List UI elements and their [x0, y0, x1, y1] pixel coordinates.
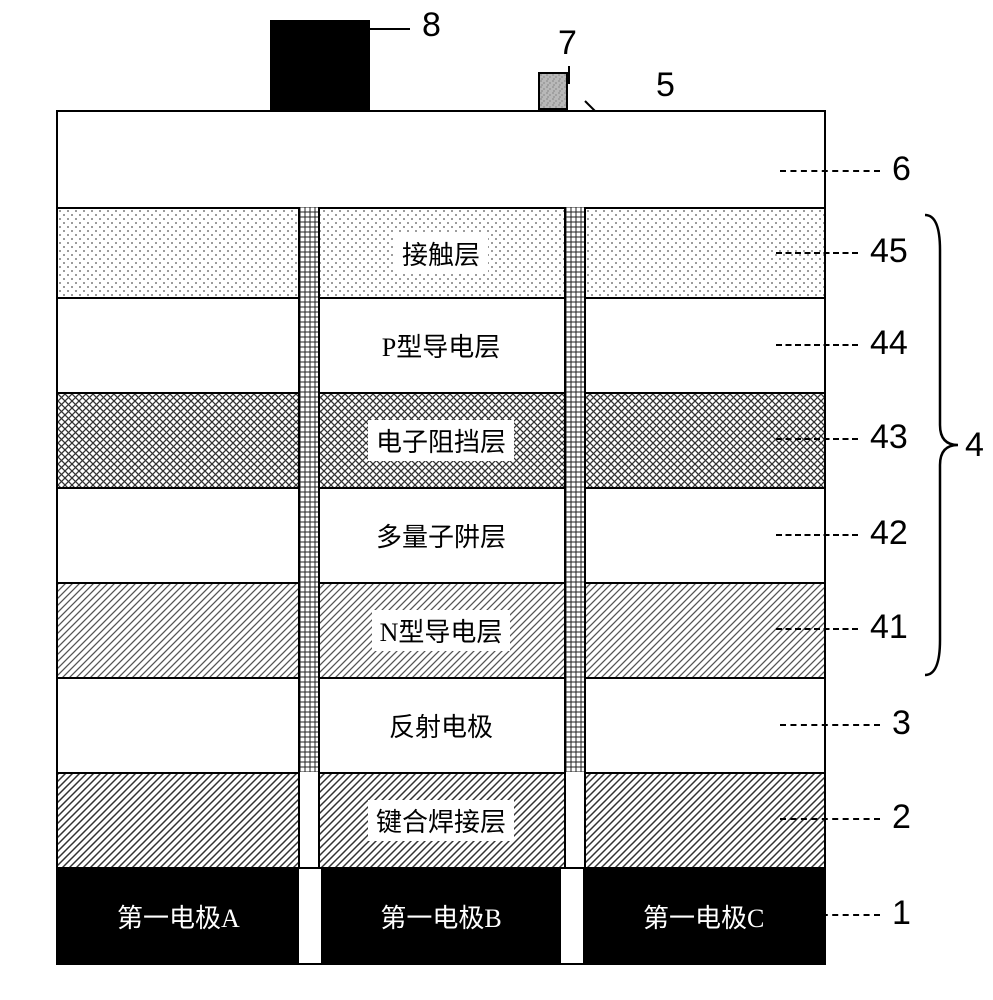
label-42: 多量子阱层: [376, 517, 506, 554]
electrode-b: 第一电极B: [321, 869, 562, 963]
layer-6: [58, 112, 824, 207]
label-2: 键合焊接层: [368, 800, 514, 841]
layer-2: 键合焊接层: [58, 772, 824, 867]
num-44: 44: [870, 324, 908, 363]
layer-43: 电子阻挡层: [58, 392, 824, 487]
leader-7: [568, 66, 570, 84]
layer-3: 反射电极: [58, 677, 824, 772]
num-8: 8: [422, 6, 441, 45]
label-3: 反射电极: [389, 707, 493, 744]
num-3: 3: [892, 704, 911, 743]
leader-44: [776, 344, 858, 346]
num-1: 1: [892, 894, 911, 933]
layer-42: 多量子阱层: [58, 487, 824, 582]
block-7: [538, 72, 568, 110]
brace-4: [920, 210, 960, 680]
num-6: 6: [892, 150, 911, 189]
leader-2: [780, 818, 880, 820]
num-45: 45: [870, 232, 908, 271]
leader-3: [780, 724, 880, 726]
electrode-a: 第一电极A: [58, 869, 299, 963]
num-7: 7: [558, 24, 577, 63]
leader-41: [776, 628, 858, 630]
leader-1: [780, 914, 880, 916]
label-43: 电子阻挡层: [368, 420, 514, 461]
leader-43: [776, 438, 858, 440]
label-41: N型导电层: [372, 610, 511, 651]
label-44: P型导电层: [382, 327, 500, 364]
leader-45: [776, 252, 858, 254]
electrode-gap-1: [299, 869, 321, 963]
num-4: 4: [965, 426, 984, 465]
num-5: 5: [656, 66, 675, 105]
label-45: 接触层: [394, 233, 488, 274]
num-2: 2: [892, 798, 911, 837]
electrode-row: 第一电极A 第一电极B 第一电极C: [58, 869, 824, 963]
num-41: 41: [870, 608, 908, 647]
layer-45: 接触层: [58, 207, 824, 297]
num-43: 43: [870, 418, 908, 457]
layer-1-electrodes: 第一电极A 第一电极B 第一电极C: [58, 867, 824, 963]
leader-42: [776, 534, 858, 536]
leader-6: [780, 170, 880, 172]
num-42: 42: [870, 514, 908, 553]
layer-stack: 接触层 P型导电层 电子阻挡层 多量子阱层 N型导电层 反射电极 键合焊接层 第…: [56, 110, 826, 965]
leader-8: [370, 28, 410, 30]
column-1: [298, 207, 320, 772]
layer-41: N型导电层: [58, 582, 824, 677]
column-2-ext: [564, 772, 586, 867]
block-8: [270, 20, 370, 110]
column-2: [564, 207, 586, 772]
electrode-gap-2: [561, 869, 583, 963]
diagram: 接触层 P型导电层 电子阻挡层 多量子阱层 N型导电层 反射电极 键合焊接层 第…: [56, 110, 826, 965]
electrode-c: 第一电极C: [583, 869, 824, 963]
column-1-ext: [298, 772, 320, 867]
layer-44: P型导电层: [58, 297, 824, 392]
